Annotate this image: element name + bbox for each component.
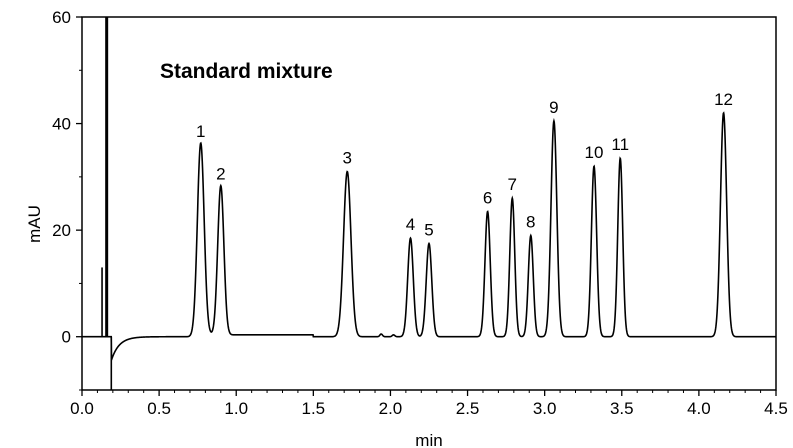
peak-label: 1 [196, 122, 205, 141]
chromatogram-trace [82, 111, 776, 361]
plot-frame [81, 16, 777, 391]
peak-label: 8 [526, 212, 535, 231]
x-tick-label: 2.0 [379, 399, 403, 418]
x-tick-label: 3.0 [533, 399, 557, 418]
injection-artifacts [101, 17, 113, 390]
x-tick-label: 4.5 [764, 399, 788, 418]
x-tick-label: 0.5 [147, 399, 171, 418]
x-tick-label: 3.5 [610, 399, 634, 418]
peak-label: 12 [714, 90, 733, 109]
peak-label: 3 [343, 149, 352, 168]
y-axis-title: mAU [25, 205, 44, 243]
x-tick-label: 1.5 [302, 399, 326, 418]
y-tick-label: 0 [62, 328, 71, 347]
x-tick-label: 0.0 [70, 399, 94, 418]
peak-label: 2 [216, 165, 225, 184]
chart-title: Standard mixture [160, 60, 333, 83]
peak-label: 4 [406, 215, 415, 234]
peak-label: 11 [611, 135, 629, 154]
peak-label: 10 [585, 143, 604, 162]
peak-label: 7 [508, 175, 517, 194]
x-axis-ticks: 0.0 0.5 1.0 1.5 2.0 2.5 3.0 3.5 4.0 4.5 [70, 390, 788, 418]
x-axis-title: min [415, 431, 442, 448]
peak-label: 6 [483, 188, 492, 207]
y-tick-label: 60 [52, 8, 71, 27]
y-tick-label: 40 [52, 115, 71, 134]
x-tick-label: 1.0 [224, 399, 248, 418]
peak-label: 9 [549, 98, 558, 117]
x-tick-label: 4.0 [687, 399, 711, 418]
y-axis-ticks: 0 20 40 60 [52, 8, 82, 391]
x-tick-label: 2.5 [456, 399, 480, 418]
y-tick-label: 20 [52, 221, 71, 240]
peak-label: 5 [424, 220, 433, 239]
